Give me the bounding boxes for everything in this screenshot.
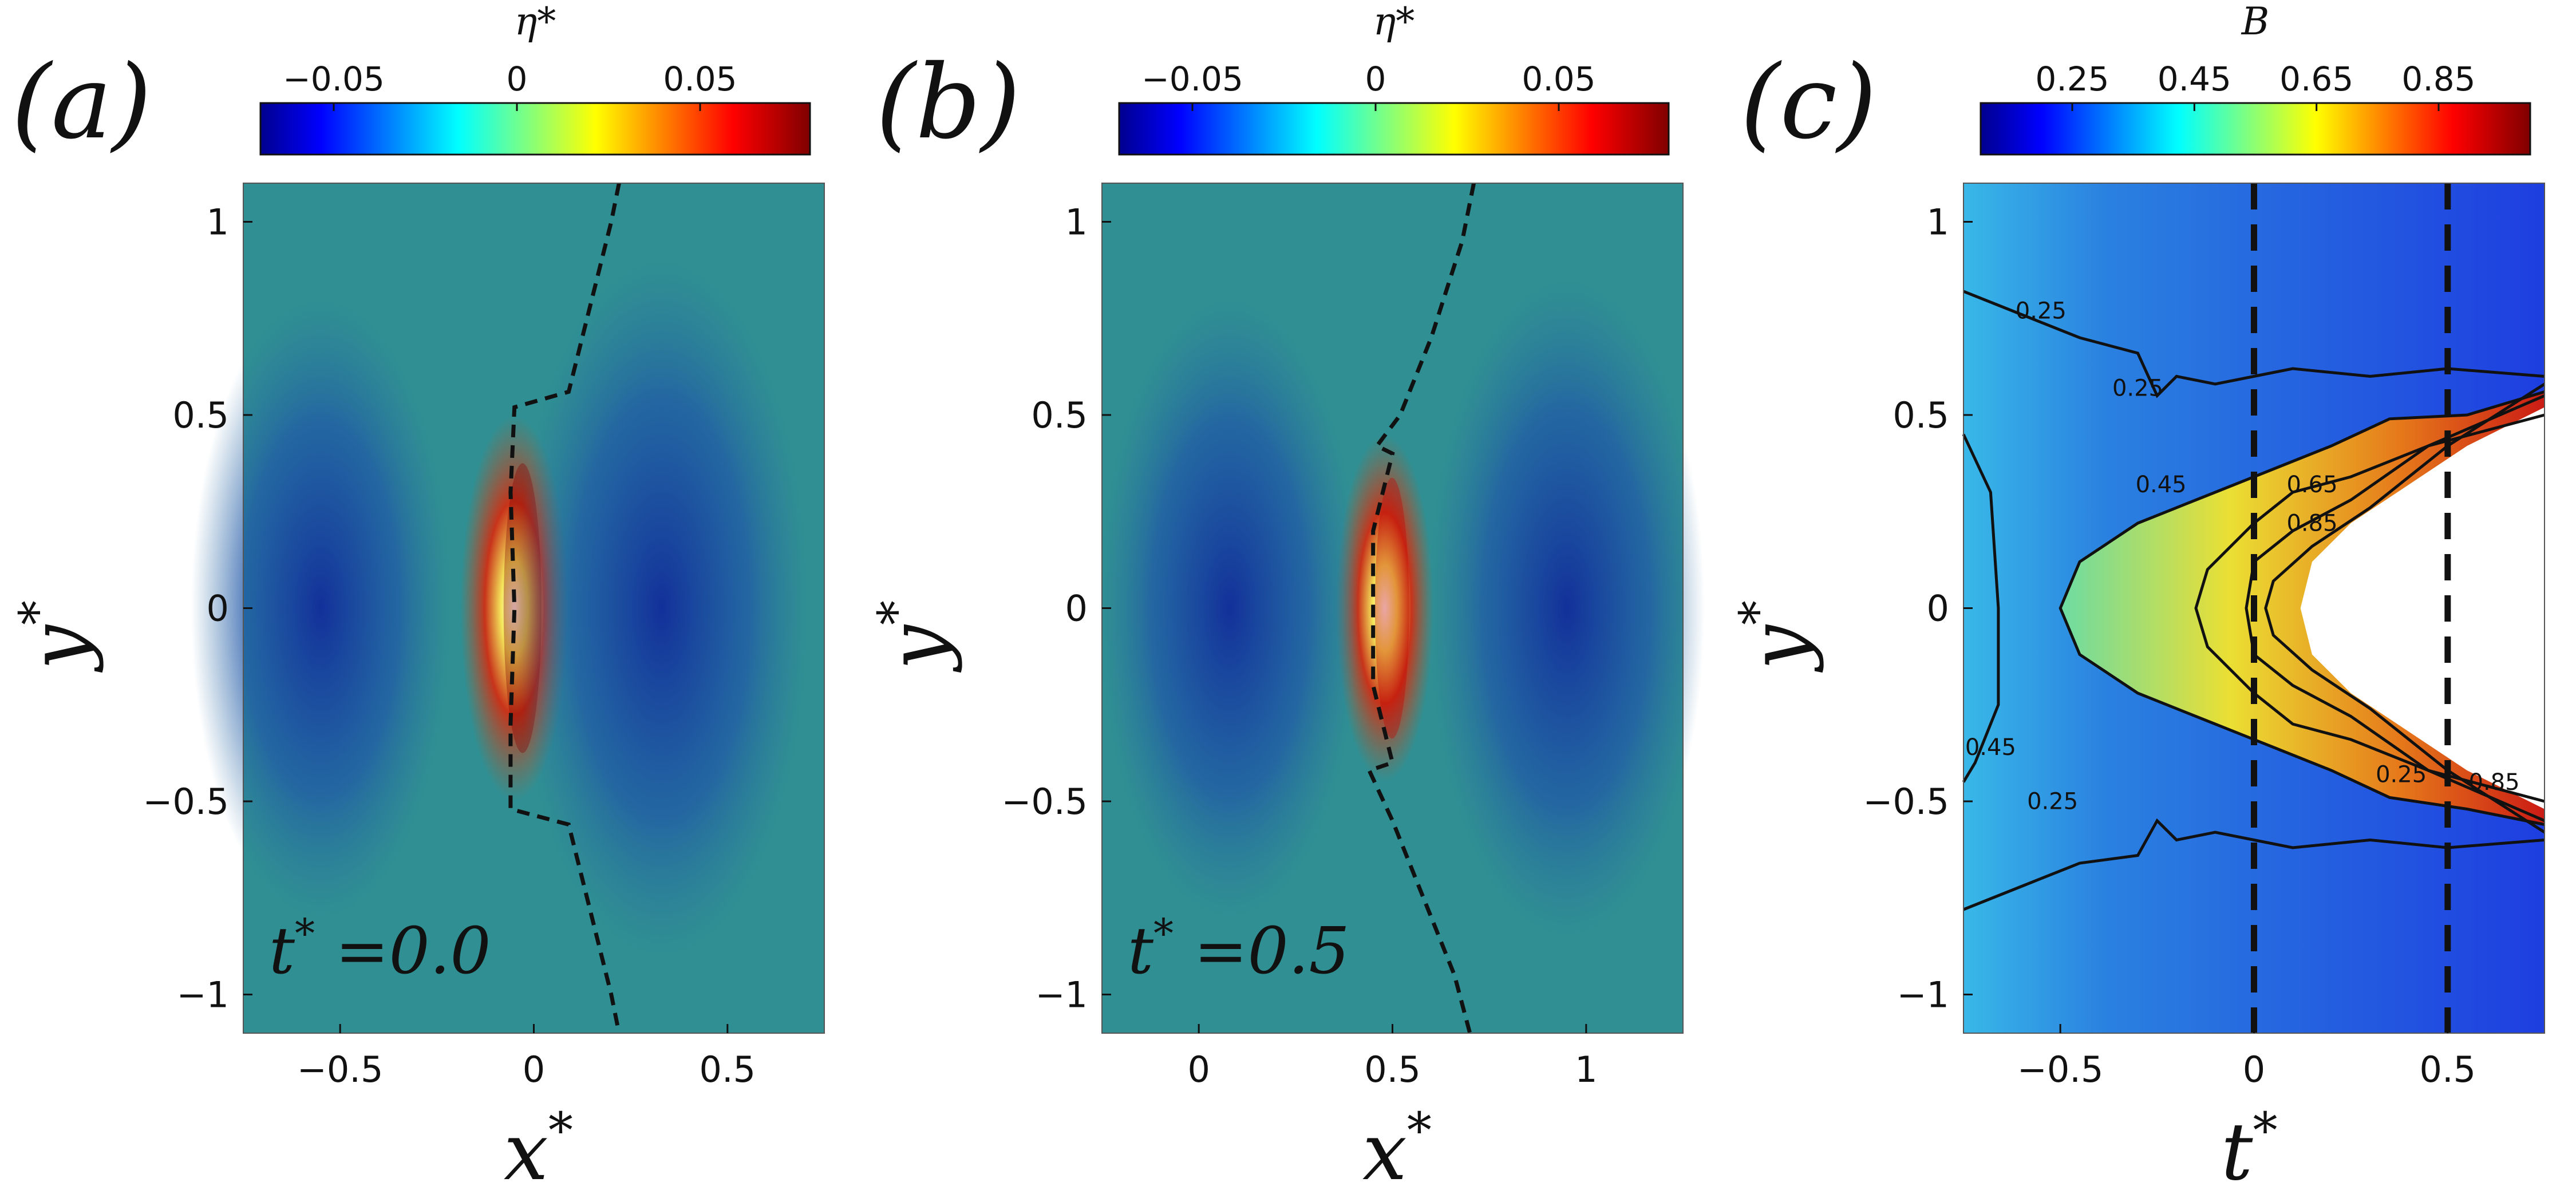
panel-c-contour-label: 0.85 [2469, 769, 2520, 796]
panel-a-y-ticks: −1 −0.5 0 0.5 1 [143, 201, 252, 1016]
panel-a-x-tick-label: 0.5 [700, 1049, 756, 1090]
panel-b-label: (b) [876, 43, 1021, 161]
panel-c-y-tick-label: −1 [1897, 974, 1949, 1016]
panel-c-colorbar [1980, 102, 2531, 156]
panel-c-x-tick-label: 0.5 [2420, 1049, 2476, 1090]
panel-c-y-tick-label: 0.5 [1893, 394, 1949, 436]
panel-a-plot-area [191, 183, 825, 1034]
panel-b-time-annotation: t* =0.5 [1128, 910, 1350, 989]
panel-a-colorbar [259, 102, 811, 156]
panel-b-y-tick-label: 1 [1065, 201, 1088, 243]
panel-c-contour-label: 0.25 [2016, 298, 2067, 324]
panel-b-x-axis-label: x* [1362, 1102, 1432, 1198]
panel-a-x-ticks: −0.5 0 0.5 [297, 1024, 756, 1090]
panel-c-contour-label: 0.85 [2286, 511, 2337, 537]
panel-b-trough-region [1100, 299, 1360, 918]
panel-c-contour-label: 0.25 [2376, 761, 2427, 788]
panel-a-colorbar-tick-label: −0.05 [283, 60, 385, 98]
panel-b-x-tick-label: 0 [1187, 1049, 1210, 1090]
panel-b-y-axis-label: y* [868, 600, 963, 673]
panel-a-colorbar-tick-label: 0 [507, 60, 528, 98]
panel-a-y-tick-label: −1 [177, 974, 229, 1016]
panel-c-contour-line-0.45 [2194, 413, 2545, 803]
panel-a-y-tick-label: 0 [207, 588, 229, 630]
panel-c-colorbar-tick-label: 0.45 [2158, 60, 2231, 98]
panel-c-contour-label: 0.65 [2286, 472, 2337, 498]
panel-b-x-tick-label: 1 [1575, 1049, 1597, 1090]
panel-c-contour-label: 0.45 [1965, 734, 2016, 761]
panel-c-x-tick-label: 0 [2243, 1049, 2265, 1090]
panel-b-plot-area [1100, 183, 1705, 1034]
panel-c-plot-area: 0.45 0.65 0.85 0.25 0.25 0.45 0.25 0.25 0.85 [1962, 183, 2546, 1034]
panel-a-y-tick-label: −0.5 [143, 781, 229, 823]
panel-b-x-tick-label: 0.5 [1364, 1049, 1421, 1090]
panel-c-contour-line-0.45 [1962, 433, 2000, 783]
panel-c-colorbar-ticks: 0.25 0.45 0.65 0.85 [2035, 60, 2476, 111]
panel-c-vertical-lines [2251, 183, 2451, 1033]
panel-c-label: (c) [1740, 43, 1877, 161]
panel-c-white-region [2300, 407, 2545, 809]
panel-c-colorbar-tick-label: 0.65 [2279, 60, 2353, 98]
panel-b-colorbar [1118, 102, 1670, 156]
panel-a-trough-region [191, 299, 451, 918]
panel-c-contour-label: 0.25 [2112, 375, 2163, 401]
panel-c-contour-label: 0.45 [2136, 472, 2187, 498]
panel-b-x-ticks: 0 0.5 1 [1187, 1024, 1598, 1090]
panel-c-y-tick-label: 0 [1927, 588, 1949, 630]
panel-b: (b) η* −0.05 0 0.05 0 0.5 1 −1−0.500.51 t* =… [868, 0, 1705, 1198]
panel-c-colorbar-tick-label: 0.25 [2035, 60, 2109, 98]
panel-c-x-ticks: −0.5 0 0.5 [2017, 1024, 2476, 1090]
panel-a-x-tick-label: 0 [523, 1049, 545, 1090]
panel-b-dashed-front-line [1366, 183, 1476, 1034]
panel-b-crest-core [1374, 477, 1409, 739]
panel-c-contour-line-0.85 [2264, 382, 2546, 834]
panel-b-y-tick-label: −0.5 [1001, 781, 1088, 823]
panel-c-y-axis-label: y* [1729, 600, 1825, 673]
panel-b-colorbar-ticks: −0.05 0 0.05 [1141, 60, 1596, 111]
panel-a-colorbar-ticks: −0.05 0 0.05 [283, 60, 737, 111]
panel-c-x-axis-label: t* [2221, 1102, 2277, 1198]
panel-a-colorbar-label: η* [515, 0, 556, 44]
panel-b-y-ticks: −1 −0.5 0 0.5 1 [1001, 201, 1111, 1016]
panel-b-y-tick-label: 0 [1065, 588, 1088, 630]
panel-c-contour-line-0.25 [1963, 290, 2545, 398]
panel-c-y-tick-label: 1 [1927, 201, 1949, 243]
panel-b-y-tick-label: −1 [1036, 974, 1088, 1016]
panel-c-contour-line-0.25 [2059, 390, 2545, 826]
panel-c-colorbar-tick-label: 0.85 [2401, 60, 2475, 98]
panel-a-y-tick-label: 1 [207, 201, 229, 243]
panel-a-trough-region [515, 260, 808, 956]
panel-a-y-tick-label: 0.5 [172, 394, 229, 436]
panel-a-dashed-front-line [508, 183, 621, 1034]
panel-c-contour-label: 0.25 [2027, 789, 2078, 815]
panel-c-y-tick-label: −0.5 [1863, 781, 1949, 823]
panel-a: (a) η* −0.05 0 0.05 −0.5 0 0.5 −1 −0.5 0 0.5 1 t… [9, 0, 825, 1198]
panel-a-label: (a) [11, 43, 152, 161]
panel-c-contours: 0.45 0.65 0.85 0.25 0.25 0.45 0.25 0.25 0.85 [1962, 290, 2546, 911]
panel-b-colorbar-label: η* [1373, 0, 1415, 44]
panel-a-x-tick-label: −0.5 [297, 1049, 384, 1090]
panel-a-time-annotation: t* =0.0 [269, 910, 491, 989]
panel-b-colorbar-tick-label: 0.05 [1522, 60, 1595, 98]
panel-b-colorbar-tick-label: 0 [1365, 60, 1386, 98]
panel-a-colorbar-tick-label: 0.05 [663, 60, 737, 98]
panel-c-colorbar-label: B [2241, 0, 2270, 44]
panel-c-y-ticks: −1 −0.5 0 0.5 1 [1863, 201, 1973, 1016]
panel-c-x-tick-label: −0.5 [2017, 1049, 2104, 1090]
panel-c: (c) B 0.25 0.45 0.65 0.85 0.45 0.650.850.250… [1729, 0, 2546, 1198]
panel-b-crest-region [1336, 434, 1434, 782]
panel-b-y-tick-label: 0.5 [1031, 394, 1088, 436]
panel-a-y-axis-label: y* [9, 600, 105, 673]
panel-b-trough-region [1429, 279, 1705, 937]
panel-a-x-axis-label: x* [504, 1102, 573, 1198]
panel-c-contour-line-0.25 [1963, 818, 2545, 911]
panel-b-colorbar-tick-label: −0.05 [1141, 60, 1243, 98]
panel-c-contour-line-0.65 [2245, 394, 2545, 823]
